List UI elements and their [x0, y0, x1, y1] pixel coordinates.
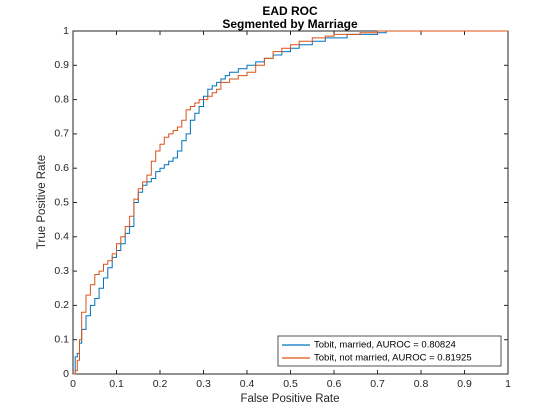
x-tick-label: 0.1: [109, 378, 124, 390]
y-axis-label: True Positive Rate: [36, 155, 48, 249]
x-tick-label: 0.7: [370, 378, 385, 390]
y-tick-label: 0.3: [54, 265, 69, 277]
chart-title: EAD ROC: [262, 4, 318, 18]
legend-label-2: Tobit, not married, AUROC = 0.81925: [314, 353, 472, 364]
series-layer: [73, 30, 508, 375]
x-tick-label: 0.8: [414, 378, 429, 390]
y-tick-label: 0.5: [54, 196, 69, 208]
legend: Tobit, married, AUROC = 0.80824 Tobit, no…: [277, 335, 502, 367]
legend-box: [277, 335, 502, 367]
x-tick-label: 0.9: [457, 378, 472, 390]
y-tick-label: 1: [63, 25, 69, 37]
y-tick-label: 0.2: [54, 299, 69, 311]
chart-subtitle: Segmented by Marriage: [222, 17, 358, 31]
axes-box: [72, 30, 509, 375]
tick-group: 0 0.1 0.2 0.3 0.4 0.5 0.6 0.7 0.8 0.9 1 0 0.1 0.2 0.3 0…: [54, 25, 511, 390]
y-tick-label: 0.1: [54, 333, 69, 345]
y-tick-label: 0.6: [54, 162, 69, 174]
y-tick-label: 0.4: [54, 231, 69, 243]
x-axis-label: False Positive Rate: [240, 393, 339, 405]
x-tick-label: 0.6: [327, 378, 342, 390]
plot-area: [72, 30, 509, 375]
x-tick-label: 0.3: [196, 378, 211, 390]
y-tick-label: 0.7: [54, 128, 69, 140]
x-tick-label: 0.2: [153, 378, 168, 390]
legend-label-1: Tobit, married, AUROC = 0.80824: [314, 340, 456, 351]
series-line-2: [73, 30, 508, 375]
y-tick-label: 0.8: [54, 93, 69, 105]
y-tick-label: 0.9: [54, 59, 69, 71]
x-tick-label: 1: [505, 378, 511, 390]
x-tick-label: 0.4: [240, 378, 255, 390]
x-tick-label: 0: [70, 378, 76, 390]
y-tick-label: 0: [63, 368, 69, 380]
x-tick-label: 0.5: [283, 378, 298, 390]
series-line-1: [73, 30, 508, 375]
